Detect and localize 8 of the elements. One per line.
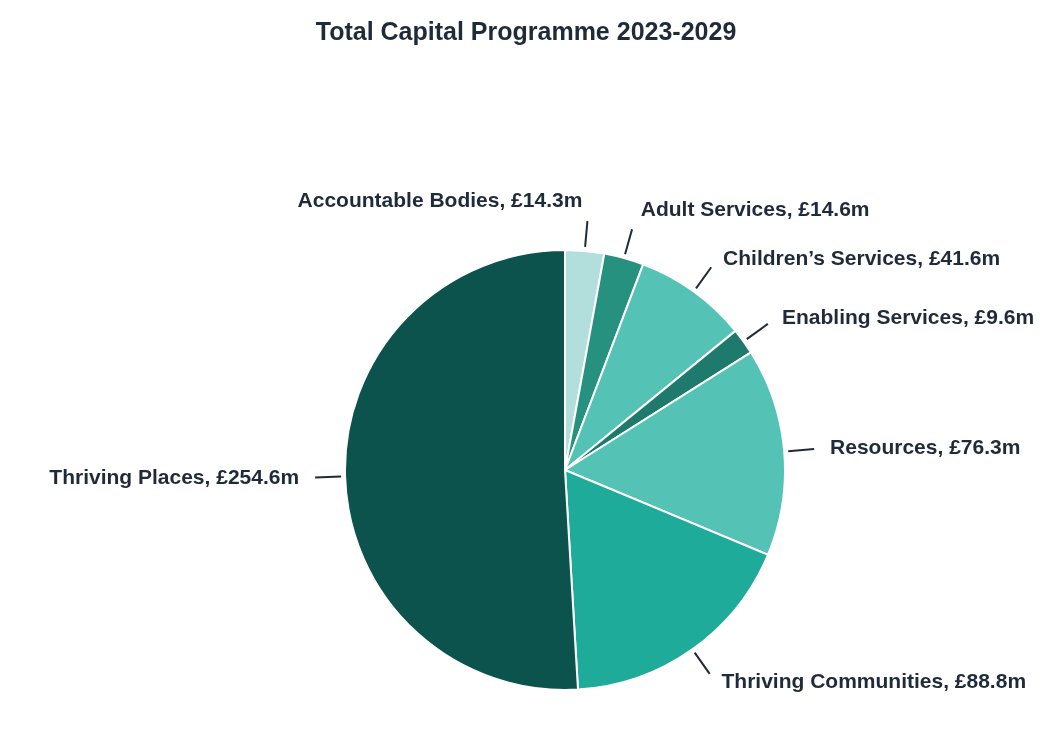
slice-label: Thriving Places, £254.6m bbox=[49, 464, 300, 488]
slice-label: Children’s Services, £41.6m bbox=[723, 246, 1001, 270]
slice-label: Adult Services, £14.6m bbox=[640, 196, 870, 220]
slice-label: Resources, £76.3m bbox=[830, 435, 1021, 459]
slice-label: Enabling Services, £9.6m bbox=[781, 305, 1035, 329]
slice-label: Thriving Communities, £88.8m bbox=[721, 669, 1027, 693]
chart-title: Total Capital Programme 2023-2029 bbox=[315, 17, 737, 45]
slice-label: Accountable Bodies, £14.3m bbox=[297, 188, 583, 212]
